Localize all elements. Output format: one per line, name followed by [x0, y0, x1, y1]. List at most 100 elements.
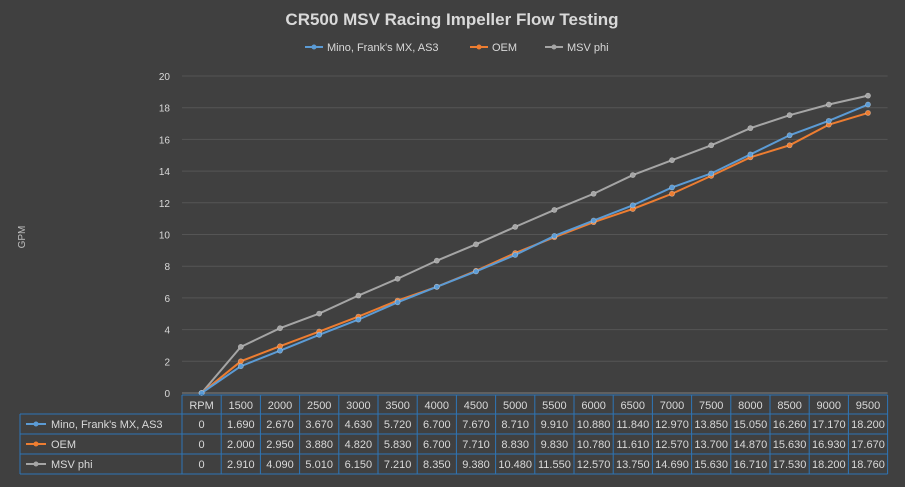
legend-label: OEM	[492, 42, 517, 54]
table-cell: 3.670	[305, 419, 333, 431]
data-point	[277, 325, 283, 332]
table-cell: 10.480	[498, 459, 532, 471]
data-point	[237, 343, 244, 350]
table-cell: 8.350	[423, 459, 451, 471]
legend-item: MSV phi	[545, 42, 609, 54]
table-cell: 11.840	[616, 419, 649, 431]
data-point	[237, 363, 244, 370]
legend-label: Mino, Frank's MX, AS3	[327, 42, 439, 54]
table-cell: 18.200	[851, 419, 885, 431]
table-row-label: OEM	[51, 439, 76, 451]
table-cell: 2.950	[266, 439, 294, 451]
table-header-cell: 2500	[307, 400, 331, 412]
table-cell: 17.530	[773, 459, 807, 471]
series-line	[201, 103, 869, 394]
table-cell: 13.850	[694, 419, 728, 431]
data-point	[708, 170, 715, 177]
table-cell: 4.090	[266, 459, 294, 471]
y-tick-label: 18	[159, 104, 171, 115]
table-cell: 8.710	[501, 419, 529, 431]
table-header-cell: 5500	[542, 400, 566, 412]
table-cell: 9.830	[541, 439, 569, 451]
table-cell: 4.630	[345, 419, 373, 431]
data-point	[394, 299, 401, 306]
table-cell: 6.700	[423, 419, 451, 431]
table-header-cell: 7500	[699, 400, 723, 412]
table-cell: 2.000	[227, 439, 255, 451]
legend-marker-icon	[311, 44, 317, 50]
legend-marker-icon	[551, 44, 557, 50]
y-tick-label: 8	[164, 262, 170, 273]
data-point	[551, 207, 558, 213]
data-point	[512, 223, 519, 230]
table-header-cell: 3000	[346, 400, 370, 412]
data-point	[237, 358, 244, 365]
table-header-cell: 4500	[464, 400, 488, 412]
y-tick-label: 12	[159, 199, 171, 210]
table-cell: 16.260	[773, 419, 807, 431]
y-axis-label: GPM	[17, 226, 28, 249]
y-tick-label: 14	[159, 167, 171, 178]
data-point	[316, 331, 323, 338]
table-header-cell: 6500	[621, 400, 645, 412]
table-cell: 5.830	[384, 439, 412, 451]
data-point	[433, 283, 440, 290]
data-point	[277, 347, 283, 354]
legend-label: MSV phi	[567, 42, 609, 54]
y-tick-label: 16	[159, 135, 171, 146]
table-cell: 7.210	[384, 459, 412, 471]
data-point	[198, 390, 205, 396]
table-legend-marker-icon	[33, 421, 39, 427]
table-header-cell: 2000	[268, 400, 292, 412]
table-cell: 9.910	[541, 419, 569, 431]
data-point	[394, 275, 401, 282]
table-cell: 11.610	[616, 439, 649, 451]
gridlines	[182, 75, 888, 394]
legend: Mino, Frank's MX, AS3 OEM MSV phi	[305, 42, 609, 54]
table-cell: 2.670	[266, 419, 294, 431]
data-point	[669, 157, 675, 164]
y-tick-label: 6	[164, 294, 170, 305]
table-cell: 6.700	[423, 439, 451, 451]
table-header-cell: 6000	[581, 400, 605, 412]
table-cell: 18.760	[851, 459, 885, 471]
table-cell: 4.820	[345, 439, 373, 451]
table-cell: 13.750	[616, 459, 650, 471]
table-legend-marker-icon	[33, 441, 39, 447]
data-point	[590, 190, 597, 197]
y-tick-label: 2	[164, 357, 170, 368]
series-line	[200, 111, 869, 394]
table-header-cell: 3500	[385, 400, 409, 412]
y-tick-label: 4	[164, 326, 170, 337]
data-point	[825, 117, 832, 124]
data-point	[708, 142, 715, 149]
data-point	[473, 268, 479, 275]
table-cell: 1.690	[227, 419, 255, 431]
data-point	[316, 310, 323, 317]
table-legend-marker-icon	[33, 461, 39, 467]
legend-item: OEM	[470, 42, 517, 54]
table-cell: 14.690	[655, 459, 689, 471]
legend-item: Mino, Frank's MX, AS3	[305, 42, 439, 54]
data-point	[551, 233, 558, 239]
table-cell: 7.710	[462, 439, 490, 451]
table-cell: 3.880	[305, 439, 333, 451]
table-header-cell: RPM	[189, 400, 213, 412]
y-tick-label: 0	[164, 389, 170, 400]
table-header-cell: 8000	[738, 400, 762, 412]
table-cell: 5.010	[305, 459, 333, 471]
table-header-cell: 7000	[660, 400, 684, 412]
table-cell: 10.780	[577, 439, 611, 451]
series-lines	[198, 92, 871, 396]
table-cell: 15.630	[694, 459, 728, 471]
table-cell: 14.870	[734, 439, 768, 451]
data-point	[825, 101, 832, 108]
table-cell: 0	[199, 459, 205, 471]
table-cell: 18.200	[812, 459, 846, 471]
table-cell: 8.830	[501, 439, 529, 451]
chart-title: CR500 MSV Racing Impeller Flow Testing	[285, 10, 618, 29]
table-header-cell: 9000	[817, 400, 841, 412]
table-cell: 15.630	[773, 439, 807, 451]
table-cell: 0	[199, 419, 205, 431]
